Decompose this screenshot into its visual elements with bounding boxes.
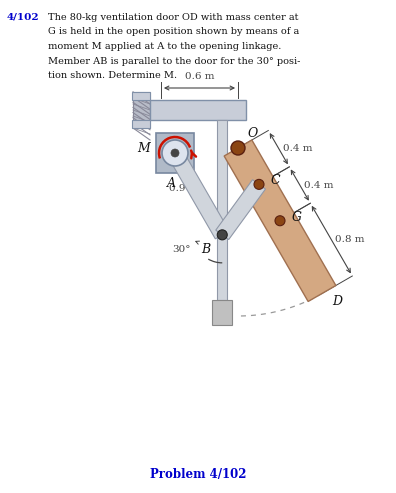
- Text: moment M applied at A to the opening linkage.: moment M applied at A to the opening lin…: [48, 42, 282, 51]
- Polygon shape: [150, 100, 246, 120]
- Text: tion shown. Determine M.: tion shown. Determine M.: [48, 71, 177, 80]
- Polygon shape: [217, 120, 227, 300]
- Text: 4/102: 4/102: [7, 13, 40, 22]
- Circle shape: [231, 141, 245, 155]
- Text: B: B: [201, 243, 210, 256]
- Polygon shape: [132, 120, 150, 128]
- Text: A: A: [166, 177, 175, 190]
- Text: O: O: [248, 127, 258, 140]
- Circle shape: [217, 230, 227, 240]
- Text: M: M: [137, 142, 150, 155]
- Text: G: G: [292, 211, 302, 224]
- Circle shape: [275, 216, 285, 226]
- Polygon shape: [216, 179, 265, 240]
- Polygon shape: [224, 140, 336, 302]
- Text: 0.8 m: 0.8 m: [335, 235, 365, 244]
- Polygon shape: [156, 133, 194, 173]
- Text: G is held in the open position shown by means of a: G is held in the open position shown by …: [48, 28, 299, 36]
- Circle shape: [162, 140, 188, 166]
- Text: D: D: [332, 295, 342, 309]
- Text: 0.4 m: 0.4 m: [283, 144, 312, 153]
- Circle shape: [254, 179, 264, 189]
- Text: 0.4 m: 0.4 m: [304, 180, 333, 190]
- Text: 0.9 m: 0.9 m: [169, 184, 198, 193]
- Text: C: C: [271, 174, 281, 187]
- Polygon shape: [132, 92, 150, 100]
- Polygon shape: [212, 300, 232, 325]
- Text: Member AB is parallel to the door for the 30° posi-: Member AB is parallel to the door for th…: [48, 57, 301, 66]
- Text: 30°: 30°: [172, 246, 191, 254]
- Text: Problem 4/102: Problem 4/102: [150, 468, 246, 481]
- Polygon shape: [133, 92, 150, 128]
- Text: The 80-kg ventilation door OD with mass center at: The 80-kg ventilation door OD with mass …: [48, 13, 299, 22]
- Circle shape: [171, 149, 179, 157]
- Polygon shape: [168, 149, 229, 239]
- Text: 0.6 m: 0.6 m: [185, 72, 214, 81]
